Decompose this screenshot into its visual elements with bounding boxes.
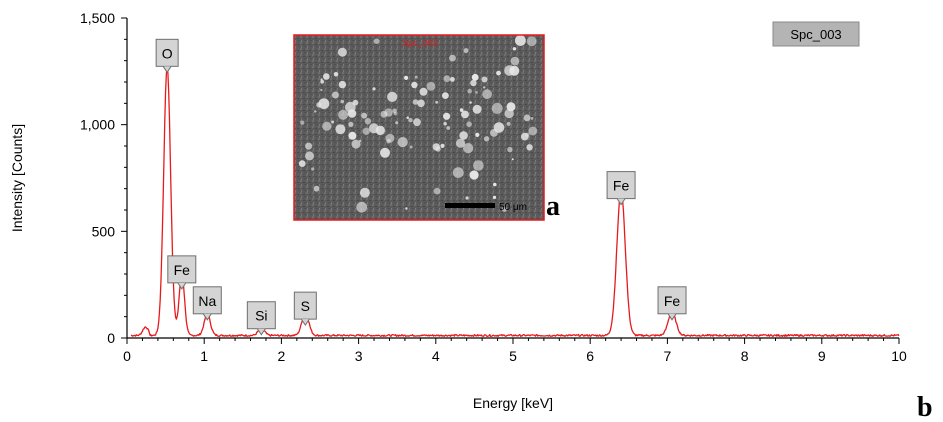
svg-text:Si: Si — [255, 308, 267, 324]
spectrum-badge-label: Spc_003 — [790, 27, 841, 42]
svg-text:O: O — [162, 45, 173, 61]
y-tick-label: 1,000 — [80, 117, 115, 133]
scale-bar-label: 50 μm — [499, 202, 527, 213]
panel-letter-a: a — [546, 191, 560, 222]
x-tick-label: 3 — [355, 348, 363, 364]
peak-labels: O Fe Na Si S Fe Fe — [155, 38, 687, 336]
x-tick-label: 10 — [891, 348, 907, 364]
sem-image-label: Spc_003 — [402, 38, 438, 48]
svg-text:Fe: Fe — [613, 178, 630, 194]
panel-letter-b: b — [917, 392, 933, 422]
y-tick-label: 500 — [92, 223, 116, 239]
svg-text:Na: Na — [198, 293, 216, 309]
peak-label-fe: Fe — [167, 255, 197, 290]
x-axis-title: Energy [keV] — [473, 395, 553, 411]
y-tick-label: 0 — [107, 330, 115, 346]
sem-inset-frame — [293, 34, 545, 221]
peak-label-o: O — [155, 38, 179, 74]
axis-ticks: 0 1 2 3 4 5 6 7 8 9 10 0 500 1,000 1,500 — [80, 10, 907, 364]
peak-label-fe: Fe — [657, 286, 687, 321]
x-tick-label: 5 — [509, 348, 517, 364]
peak-label-fe: Fe — [606, 171, 636, 206]
x-tick-label: 9 — [818, 348, 826, 364]
sem-image — [294, 35, 544, 220]
x-tick-label: 8 — [741, 348, 749, 364]
x-tick-label: 1 — [200, 348, 208, 364]
scale-bar — [445, 203, 495, 208]
sem-particles — [298, 35, 538, 213]
x-tick-label: 7 — [664, 348, 672, 364]
svg-text:Fe: Fe — [664, 293, 681, 309]
x-tick-label: 4 — [432, 348, 440, 364]
x-tick-label: 0 — [123, 348, 131, 364]
x-tick-label: 2 — [278, 348, 286, 364]
y-axis-title: Intensity [Counts] — [9, 124, 25, 232]
svg-text:Fe: Fe — [174, 262, 191, 278]
spectrum-badge: Spc_003 — [772, 21, 860, 47]
peak-label-s: S — [293, 291, 317, 327]
sem-inset: Spc_003 50 μm — [293, 34, 545, 221]
x-tick-label: 6 — [586, 348, 594, 364]
svg-text:S: S — [301, 298, 310, 314]
peak-label-na: Na — [192, 286, 222, 321]
peak-label-si: Si — [246, 301, 276, 336]
y-tick-label: 1,500 — [80, 10, 115, 26]
